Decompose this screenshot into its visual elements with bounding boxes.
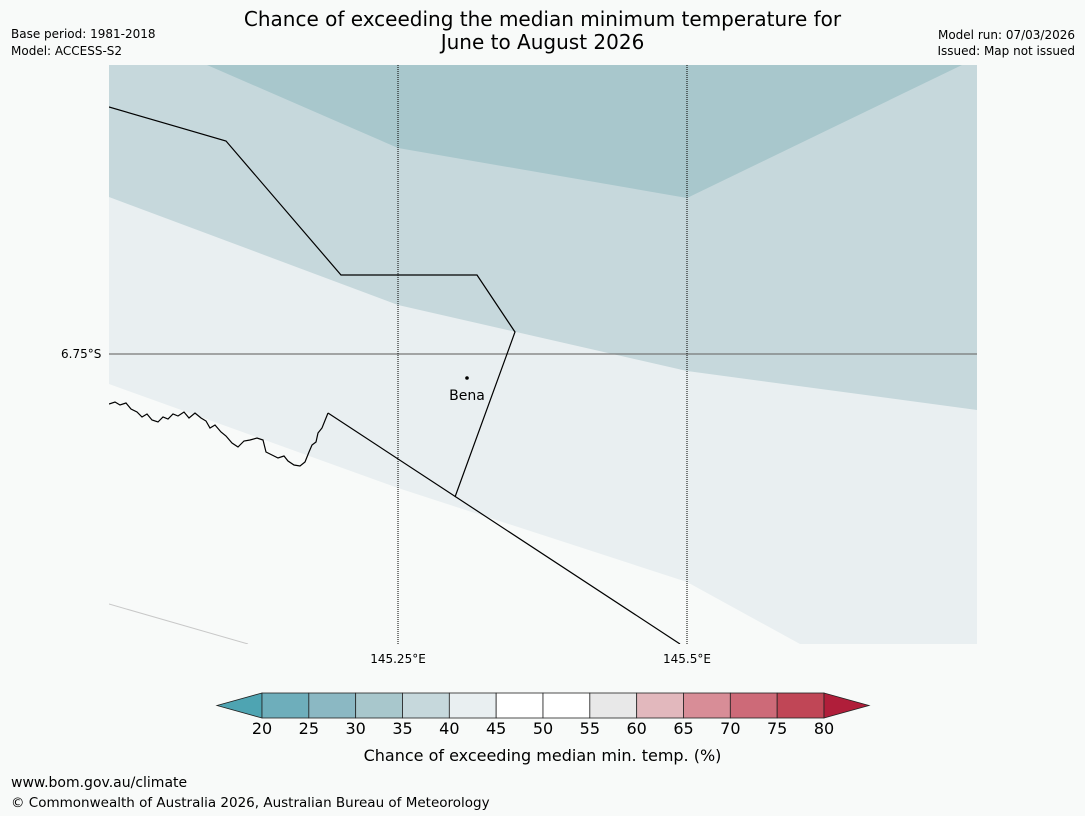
coastline [109,401,329,467]
model-name: Model: ACCESS-S2 [11,44,123,58]
colorbar-segment-35-40 [402,692,450,719]
longitude-label-145-25: 145.25°E [370,652,426,666]
colorbar-tick-20: 20 [251,719,273,738]
colorbar-tick-25: 25 [298,719,320,738]
colorbar-tick-70: 70 [720,719,741,738]
province-border [109,106,516,498]
colorbar-tick-45: 45 [485,719,507,738]
colorbar-segment-40-45 [448,692,497,719]
bena-location-marker [465,376,469,380]
footer-copyright: © Commonwealth of Australia 2026, Austra… [11,795,490,811]
faint-boundary [109,603,249,644]
colorbar-segment-45-50 [495,692,544,719]
base-period: Base period: 1981-2018 [11,27,156,41]
map-title-line2: June to August 2026 [440,30,645,54]
place-label-bena: Bena [449,388,485,404]
colorbar-segment-30-35 [355,692,403,719]
colorbar-segment-60-65 [636,692,684,719]
colorbar-extend-low [215,692,263,719]
colorbar-tick-60: 60 [626,719,647,738]
colorbar-tick-80: 80 [813,719,835,738]
colorbar-tick-35: 35 [392,719,413,738]
colorbar-extend-high [823,692,871,719]
colorbar-tick-30: 30 [345,719,366,738]
issued-status: Issued: Map not issued [937,44,1075,58]
colorbar-tick-65: 65 [673,719,694,738]
colorbar-segment-25-30 [308,692,357,719]
colorbar-segment-75-80 [776,692,825,719]
colorbar-segment-65-70 [683,692,731,719]
colorbar-tick-55: 55 [579,719,601,738]
colorbar-segment-20-25 [261,692,310,719]
colorbar-segment-70-75 [729,692,778,719]
colorbar-tick-50: 50 [532,719,554,738]
colorbar-tick-75: 75 [766,719,788,738]
province-border-south [327,412,681,644]
colorbar-segment-55-60 [589,692,638,719]
latitude-label: 6.75°S [61,347,102,361]
colorbar-tick-40: 40 [439,719,460,738]
model-run: Model run: 07/03/2026 [937,28,1075,42]
band-30-35 [207,65,962,198]
colorbar-segment-50-55 [542,692,591,719]
map-title-line1: Chance of exceeding the median minimum t… [243,7,842,31]
colorbar-label: Chance of exceeding median min. temp. (%… [363,746,722,765]
longitude-label-145-5: 145.5°E [663,652,711,666]
footer-url[interactable]: www.bom.gov.au/climate [11,775,188,791]
